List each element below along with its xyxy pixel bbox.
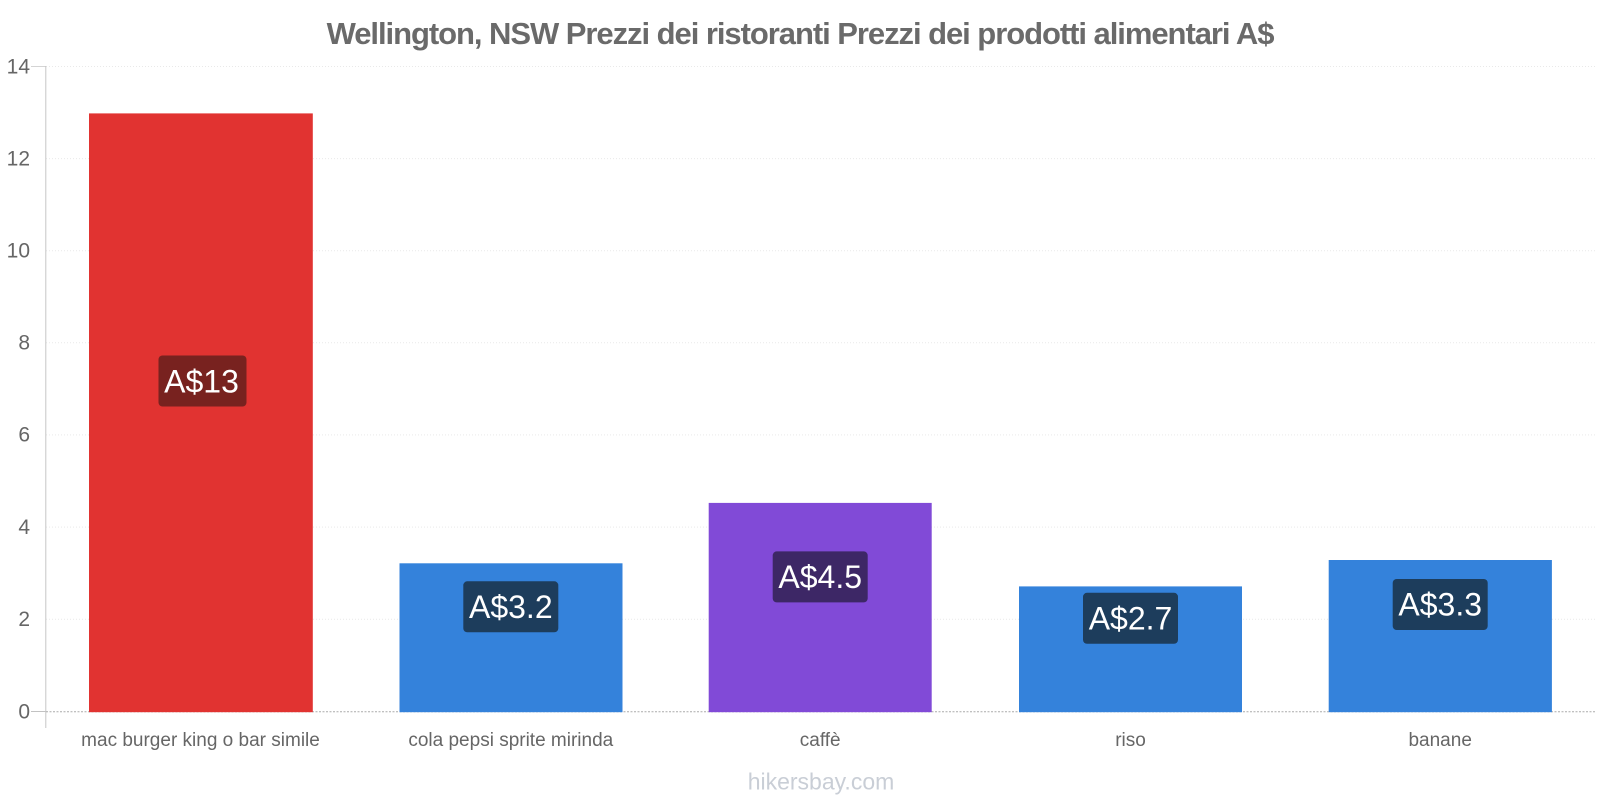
svg-text:10: 10	[7, 240, 30, 263]
svg-text:4: 4	[18, 516, 30, 539]
svg-text:A$4.5: A$4.5	[778, 559, 862, 595]
svg-text:6: 6	[18, 424, 30, 447]
svg-text:cola pepsi sprite mirinda: cola pepsi sprite mirinda	[408, 730, 613, 751]
svg-text:12: 12	[7, 147, 30, 170]
svg-text:8: 8	[18, 332, 30, 355]
svg-text:mac burger king o bar simile: mac burger king o bar simile	[81, 730, 320, 751]
svg-text:A$2.7: A$2.7	[1089, 601, 1173, 637]
svg-text:14: 14	[7, 55, 31, 78]
svg-text:hikersbay.com: hikersbay.com	[748, 769, 895, 795]
svg-text:riso: riso	[1115, 730, 1146, 751]
svg-text:A$13: A$13	[164, 363, 239, 399]
svg-text:A$3.2: A$3.2	[469, 589, 553, 625]
svg-text:Wellington, NSW Prezzi dei ris: Wellington, NSW Prezzi dei ristoranti Pr…	[327, 16, 1275, 51]
svg-text:banane: banane	[1408, 730, 1471, 751]
svg-text:A$3.3: A$3.3	[1398, 587, 1482, 623]
svg-text:0: 0	[18, 700, 30, 723]
svg-text:2: 2	[18, 608, 30, 631]
svg-text:caffè: caffè	[800, 730, 841, 751]
